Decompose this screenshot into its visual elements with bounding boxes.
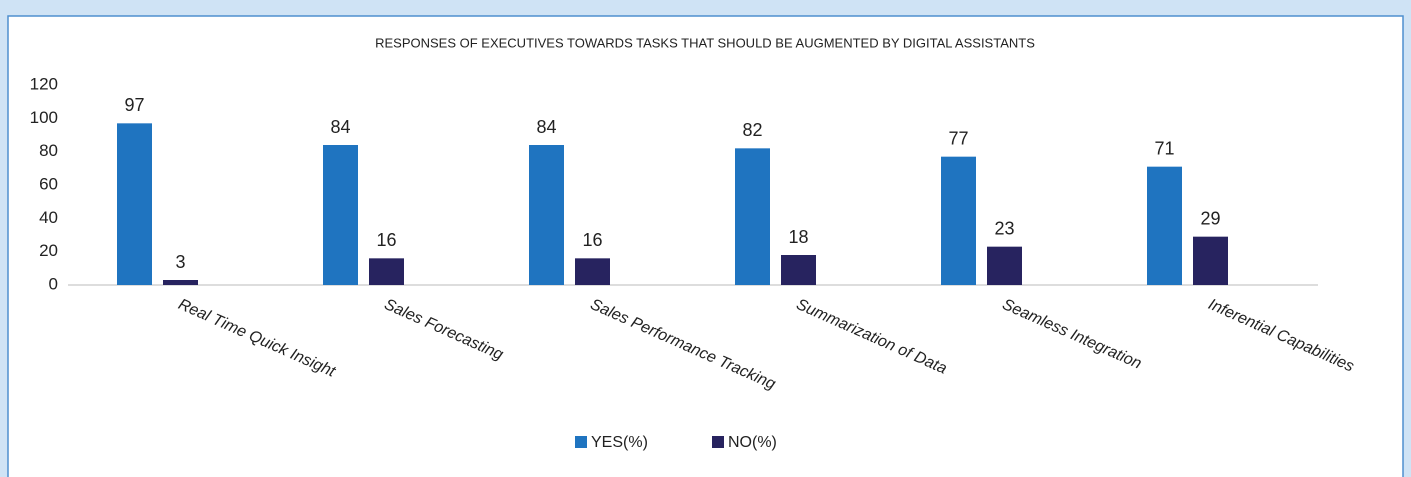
chart-title: RESPONSES OF EXECUTIVES TOWARDS TASKS TH… (375, 35, 1035, 50)
bar (369, 258, 404, 285)
bar (575, 258, 610, 285)
bar (1147, 166, 1182, 285)
legend-label: YES(%) (591, 434, 648, 451)
data-label: 16 (582, 230, 602, 250)
data-label: 23 (994, 218, 1014, 238)
legend-swatch (712, 436, 724, 448)
bar (529, 145, 564, 285)
bar (781, 255, 816, 285)
y-tick-label: 40 (39, 208, 58, 227)
data-label: 84 (536, 117, 556, 137)
y-tick-label: 0 (49, 274, 58, 293)
data-label: 3 (175, 252, 185, 272)
bar (163, 280, 198, 285)
bar (1193, 236, 1228, 285)
legend-swatch (575, 436, 587, 448)
y-tick-label: 60 (39, 174, 58, 193)
data-label: 82 (742, 120, 762, 140)
data-label: 77 (948, 128, 968, 148)
y-tick-label: 20 (39, 241, 58, 260)
bar (735, 148, 770, 285)
bar (941, 156, 976, 285)
y-tick-label: 80 (39, 141, 58, 160)
legend-label: NO(%) (728, 434, 777, 451)
data-label: 97 (124, 95, 144, 115)
bar (323, 145, 358, 285)
y-tick-label: 100 (30, 108, 58, 127)
bar (987, 246, 1022, 285)
data-label: 16 (376, 230, 396, 250)
y-tick-label: 120 (30, 74, 58, 93)
bar (117, 123, 152, 285)
data-label: 29 (1200, 208, 1220, 228)
data-label: 84 (330, 117, 350, 137)
data-label: 71 (1154, 138, 1174, 158)
data-label: 18 (788, 227, 808, 247)
